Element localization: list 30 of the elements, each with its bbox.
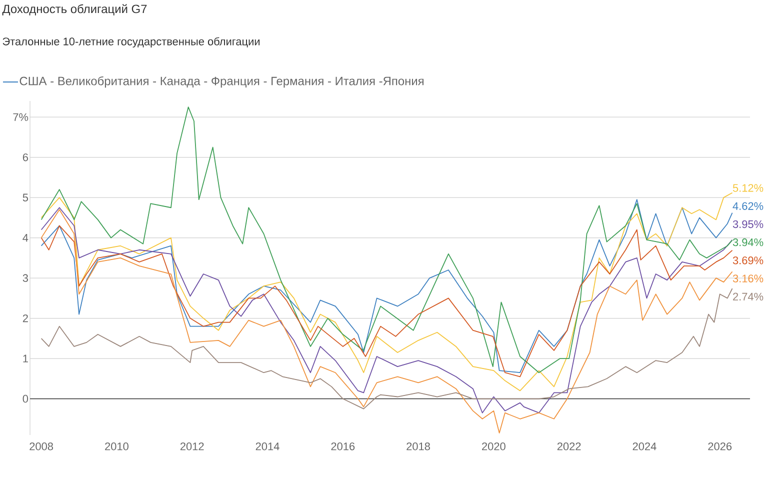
x-tick-label: 2016 (331, 442, 355, 450)
x-tick-label: 2008 (30, 442, 54, 450)
x-tick-label: 2026 (708, 442, 732, 450)
chart-subtitle: Эталонные 10-летние государственные облигации (2, 37, 260, 48)
y-tick-label: 5 (22, 194, 28, 202)
legend-title: США - Великобритания - Канада - Франция - Германия - Италия -Япония (20, 76, 424, 88)
x-tick-label: 2024 (632, 442, 656, 450)
x-tick-label: 2014 (256, 442, 280, 450)
y-tick-label: 4 (22, 234, 28, 242)
y-tick-label: 3 (22, 274, 28, 282)
data-label: 3.94% (732, 238, 764, 246)
x-tick-label: 2010 (105, 442, 128, 450)
line-series (40, 225, 733, 378)
line-series (40, 106, 733, 374)
y-tick-label: 7% (13, 113, 28, 121)
data-label: 3.69% (732, 256, 764, 264)
data-label: 3.95% (732, 220, 764, 228)
x-tick-label: 2018 (406, 442, 430, 450)
y-tick-label: 2 (22, 314, 28, 322)
x-tick-label: 2022 (557, 442, 581, 450)
y-tick-label: 0 (22, 394, 28, 403)
data-label: 3.16% (732, 274, 764, 282)
data-label: 4.62% (732, 202, 764, 210)
x-tick-label: 2012 (180, 442, 204, 450)
y-tick-label: 1 (23, 354, 28, 362)
y-tick-label: 6 (22, 153, 28, 162)
data-label: 5.12% (732, 184, 764, 192)
data-label: 2.74% (733, 292, 764, 300)
chart-title: Доходность облигаций G7 (2, 4, 147, 16)
x-tick-label: 2020 (482, 442, 506, 450)
